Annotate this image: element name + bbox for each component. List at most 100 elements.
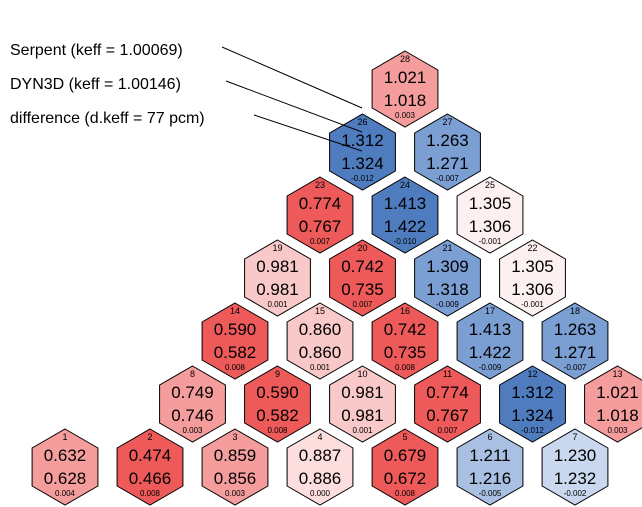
hex-assembly-6: 6 1.211 1.216-0.005: [456, 428, 524, 506]
hex-cell: [31, 428, 99, 506]
hex-id-label: 17: [485, 306, 495, 316]
hex-cell: [456, 302, 524, 380]
hex-cell: [371, 302, 439, 380]
dyn3d-value: 0.672: [384, 469, 427, 488]
hex-cell: [584, 365, 642, 443]
serpent-value: 0.860: [299, 320, 342, 339]
hex-id-label: 28: [400, 54, 410, 64]
hex-id-label: 4: [317, 432, 322, 442]
hex-cell: [541, 428, 609, 506]
hex-cell: [329, 239, 396, 317]
serpent-value: 1.413: [469, 320, 512, 339]
dyn3d-value: 1.318: [426, 280, 469, 299]
dyn3d-value: 0.582: [214, 343, 257, 362]
hex-cell: [244, 239, 311, 317]
hex-assembly-24: 24 1.413 1.422-0.010: [371, 176, 439, 254]
difference-value: 0.001: [267, 300, 288, 309]
difference-value: 0.003: [395, 111, 416, 120]
hex-id-label: 10: [357, 369, 367, 379]
serpent-value: 0.590: [256, 383, 299, 402]
hex-assembly-27: 27 1.263 1.271-0.007: [414, 113, 481, 191]
serpent-value: 0.749: [171, 383, 214, 402]
dyn3d-value: 0.628: [44, 469, 87, 488]
difference-value: -0.005: [479, 489, 502, 498]
hex-id-label: 20: [357, 243, 367, 253]
serpent-value: 0.859: [214, 446, 257, 465]
serpent-value: 0.742: [341, 257, 384, 276]
serpent-value: 1.305: [469, 194, 512, 213]
hex-cell: [286, 428, 354, 506]
legend-difference: difference (d.keff = 77 pcm): [10, 110, 205, 127]
hex-id-label: 7: [572, 432, 577, 442]
hex-assembly-21: 21 1.309 1.318-0.009: [414, 239, 481, 317]
difference-value: 0.008: [395, 363, 416, 372]
serpent-value: 0.474: [129, 446, 172, 465]
hex-id-label: 2: [147, 432, 152, 442]
hex-cell: [371, 50, 439, 128]
difference-value: 0.008: [395, 489, 416, 498]
hex-grid: 10.6320.6280.00420.4740.4660.00830.8590.…: [31, 50, 642, 506]
hex-assembly-7: 7 1.230 1.232-0.002: [541, 428, 609, 506]
serpent-value: 0.679: [384, 446, 427, 465]
dyn3d-value: 0.735: [384, 343, 427, 362]
serpent-value: 1.211: [469, 446, 510, 465]
legend-serpent: Serpent (keff = 1.00069): [10, 42, 183, 59]
difference-value: -0.012: [521, 426, 544, 435]
dyn3d-value: 0.746: [171, 406, 214, 425]
hex-cell: [499, 239, 566, 317]
dyn3d-value: 1.216: [469, 469, 512, 488]
dyn3d-value: 1.324: [511, 406, 554, 425]
legend-leader-dyn3d: [225, 80, 363, 133]
hex-cell: [499, 365, 566, 443]
dyn3d-value: 0.981: [256, 280, 299, 299]
hex-id-label: 18: [570, 306, 580, 316]
dyn3d-value: 0.860: [299, 343, 342, 362]
difference-value: -0.009: [479, 363, 502, 372]
hex-id-label: 24: [400, 180, 410, 190]
dyn3d-value: 0.735: [341, 280, 384, 299]
difference-value: 0.004: [55, 489, 76, 498]
difference-value: 0.008: [267, 426, 288, 435]
dyn3d-value: 1.232: [554, 469, 597, 488]
difference-value: 0.007: [310, 237, 331, 246]
dyn3d-value: 1.018: [384, 91, 427, 110]
serpent-value: 1.309: [426, 257, 469, 276]
difference-value: 0.000: [310, 489, 331, 498]
dyn3d-value: 1.422: [384, 217, 427, 236]
hex-cell: [159, 365, 226, 443]
serpent-value: 1.230: [554, 446, 597, 465]
serpent-value: 0.742: [384, 320, 427, 339]
dyn3d-value: 1.422: [469, 343, 512, 362]
dyn3d-value: 0.886: [299, 469, 342, 488]
hex-assembly-25: 25 1.305 1.306-0.001: [456, 176, 524, 254]
difference-value: -0.001: [479, 237, 502, 246]
hex-id-label: 21: [442, 243, 452, 253]
hex-cell: [456, 176, 524, 254]
dyn3d-value: 1.306: [511, 280, 554, 299]
hex-assembly-17: 17 1.413 1.422-0.009: [456, 302, 524, 380]
hex-id-label: 25: [485, 180, 495, 190]
dyn3d-value: 0.981: [341, 406, 384, 425]
hex-id-label: 26: [357, 117, 367, 127]
serpent-value: 0.981: [341, 383, 384, 402]
serpent-value: 1.305: [511, 257, 554, 276]
hex-cell: [329, 365, 396, 443]
difference-value: 0.003: [225, 489, 246, 498]
hex-id-label: 6: [487, 432, 492, 442]
difference-value: 0.008: [225, 363, 246, 372]
difference-value: 0.007: [437, 426, 458, 435]
legend-dyn3d: DYN3D (keff = 1.00146): [10, 76, 181, 93]
legend: Serpent (keff = 1.00069) DYN3D (keff = 1…: [10, 42, 363, 152]
hex-cell: [541, 302, 609, 380]
